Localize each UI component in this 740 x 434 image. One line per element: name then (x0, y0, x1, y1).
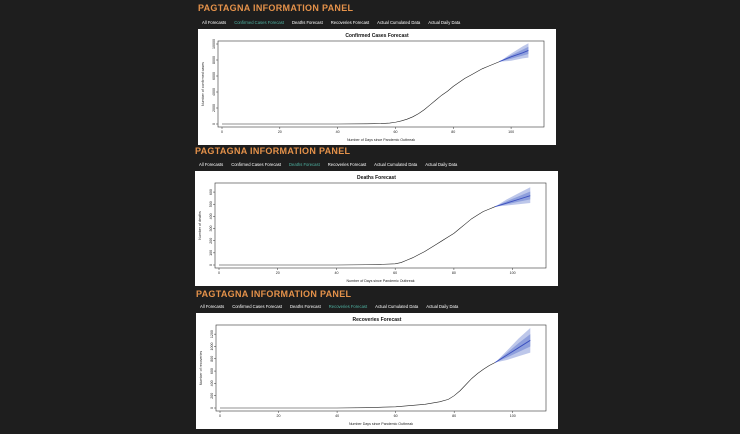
chart-container: Recoveries Forecast 0 20 40 60 80 100 0 200 400 60… (196, 313, 558, 429)
y-axis-label: Number of recoveries (199, 351, 203, 386)
tab-actual-daily-data[interactable]: Actual Daily Data (428, 20, 461, 25)
panel-title: PAGTAGNA INFORMATION PANEL (195, 146, 351, 156)
y-tick-label: 100 (209, 250, 213, 256)
actual-series-line (219, 206, 496, 266)
tab-deaths-forecast[interactable]: Deaths Forecast (289, 162, 320, 167)
tab-recoveries-forecast[interactable]: Recoveries Forecast (330, 20, 370, 25)
panel-title: PAGTAGNA INFORMATION PANEL (198, 3, 354, 13)
deaths-chart: Deaths Forecast 0 20 40 60 80 100 0 100 200 300 400… (198, 175, 547, 283)
y-tick-label: 800 (210, 356, 214, 362)
tab-actual-daily-data[interactable]: Actual Daily Data (426, 304, 459, 309)
x-tick-label: 60 (394, 414, 398, 418)
panel-title: PAGTAGNA INFORMATION PANEL (196, 289, 352, 299)
tab-bar: All Forecasts Confirmed Cases Forecast D… (198, 20, 464, 25)
x-tick-label: 80 (451, 130, 455, 134)
x-tick-label: 60 (393, 271, 397, 275)
y-tick-label: 1200 (210, 330, 214, 338)
info-panel-recoveries: PAGTAGNA INFORMATION PANEL All Forecasts… (196, 289, 558, 429)
y-axis-label: Number of deaths (198, 211, 202, 240)
x-axis-label: Number Days since Pandemic Outbreak (349, 422, 413, 426)
x-tick-label: 80 (452, 271, 456, 275)
tab-confirmed-cases-forecast[interactable]: Confirmed Cases Forecast (231, 162, 282, 167)
tab-all-forecasts[interactable]: All Forecasts (199, 162, 224, 167)
forecast-line (494, 195, 531, 208)
y-tick-label: 400 (209, 213, 213, 219)
chart-container: Deaths Forecast 0 20 40 60 80 100 0 100 200 300 400… (195, 171, 558, 286)
y-tick-label: 600 (210, 368, 214, 374)
plot-frame (215, 324, 547, 412)
x-tick-label: 60 (393, 130, 397, 134)
x-tick-label: 100 (510, 271, 516, 275)
x-tick-label: 100 (508, 130, 514, 134)
actual-series-line (220, 362, 496, 409)
x-tick-label: 20 (278, 130, 282, 134)
tab-confirmed-cases-forecast[interactable]: Confirmed Cases Forecast (234, 20, 285, 25)
x-tick-label: 100 (510, 414, 516, 418)
tab-actual-cumulated-data[interactable]: Actual Cumulated Data (377, 20, 421, 25)
chart-title: Deaths Forecast (357, 175, 396, 181)
y-tick-label: 10000 (212, 39, 216, 49)
x-tick-label: 0 (218, 271, 220, 275)
plot-frame (217, 40, 545, 128)
x-axis-label: Number of Days since Pandemic Outbreak (346, 279, 414, 283)
chart-container: Confirmed Cases Forecast 0 20 40 60 80 100 0 200… (198, 29, 556, 145)
x-tick-label: 40 (336, 130, 340, 134)
y-tick-label: 0 (210, 407, 214, 409)
forecast-inner-interval (495, 334, 531, 363)
tab-deaths-forecast[interactable]: Deaths Forecast (292, 20, 323, 25)
y-tick-label: 300 (209, 226, 213, 232)
x-tick-label: 40 (335, 414, 339, 418)
forecast-line (499, 49, 529, 63)
tab-bar: All Forecasts Confirmed Cases Forecast D… (195, 162, 461, 167)
y-tick-label: 200 (209, 238, 213, 244)
tab-all-forecasts[interactable]: All Forecasts (202, 20, 227, 25)
x-axis-label: Number of Days since Pandemic Outbreak (347, 138, 415, 142)
info-panel-deaths: PAGTAGNA INFORMATION PANEL All Forecasts… (195, 146, 558, 286)
actual-series-line (222, 61, 500, 125)
forecast-line (494, 339, 531, 363)
tab-actual-daily-data[interactable]: Actual Daily Data (425, 162, 458, 167)
tab-actual-cumulated-data[interactable]: Actual Cumulated Data (375, 304, 419, 309)
x-tick-label: 0 (221, 130, 223, 134)
tab-actual-cumulated-data[interactable]: Actual Cumulated Data (374, 162, 418, 167)
y-axis-label: Number of confirmed cases (201, 62, 205, 106)
chart-title: Confirmed Cases Forecast (345, 33, 409, 39)
x-tick-label: 20 (276, 271, 280, 275)
forecast-interval (495, 328, 531, 363)
tab-all-forecasts[interactable]: All Forecasts (200, 304, 225, 309)
plot-frame (214, 182, 547, 269)
chart-title: Recoveries Forecast (353, 317, 402, 323)
tab-deaths-forecast[interactable]: Deaths Forecast (290, 304, 321, 309)
x-tick-label: 0 (219, 414, 221, 418)
tab-bar: All Forecasts Confirmed Cases Forecast D… (196, 304, 462, 309)
y-tick-label: 4000 (212, 88, 216, 96)
y-tick-label: 400 (210, 380, 214, 386)
confirmed-cases-chart: Confirmed Cases Forecast 0 20 40 60 80 100 0 200… (201, 33, 545, 142)
y-tick-label: 200 (210, 393, 214, 399)
forecast-inner-interval (499, 46, 529, 62)
y-tick-label: 2000 (212, 104, 216, 112)
tab-confirmed-cases-forecast[interactable]: Confirmed Cases Forecast (232, 304, 283, 309)
x-tick-label: 40 (334, 271, 338, 275)
info-panel-confirmed: PAGTAGNA INFORMATION PANEL All Forecasts… (198, 3, 558, 145)
forecast-interval (495, 187, 531, 207)
y-tick-label: 1000 (210, 342, 214, 350)
y-tick-label: 8000 (212, 56, 216, 64)
y-tick-label: 0 (212, 123, 216, 125)
y-tick-label: 0 (209, 264, 213, 266)
x-tick-label: 80 (452, 414, 456, 418)
forecast-inner-interval (495, 191, 531, 207)
y-tick-label: 500 (209, 201, 213, 207)
y-tick-label: 600 (209, 189, 213, 195)
tab-recoveries-forecast[interactable]: Recoveries Forecast (327, 162, 367, 167)
tab-recoveries-forecast[interactable]: Recoveries Forecast (328, 304, 368, 309)
x-tick-label: 20 (277, 414, 281, 418)
y-tick-label: 6000 (212, 72, 216, 80)
forecast-interval (499, 43, 529, 62)
